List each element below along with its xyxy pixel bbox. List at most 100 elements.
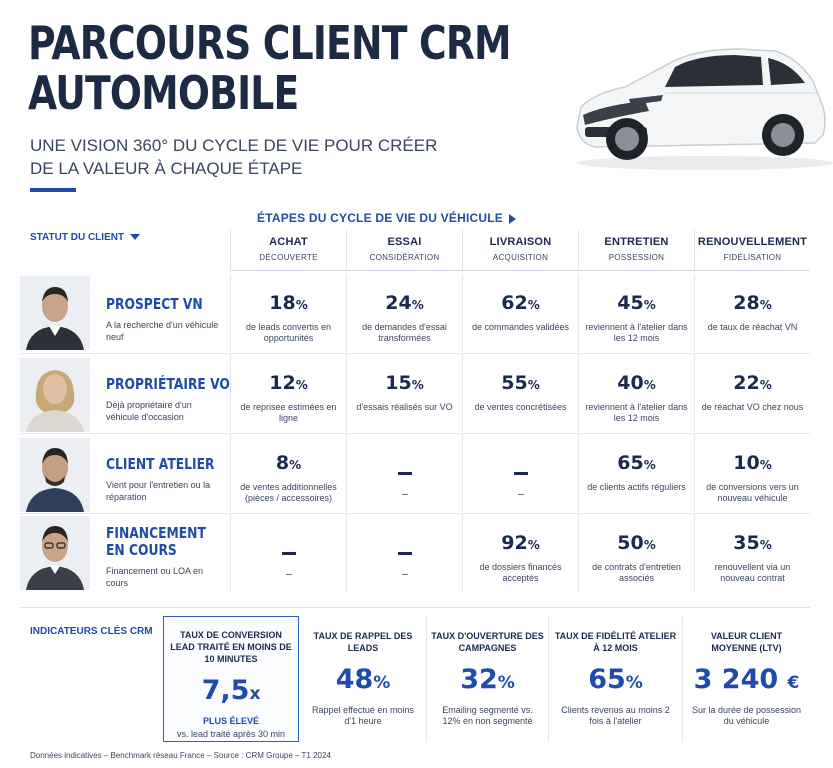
- metric-unit: %: [759, 458, 772, 472]
- metric-cell: 12% de reprisee estimées en ligne: [230, 354, 346, 432]
- stage-entretien: ENTRETIEN POSSESSION: [578, 230, 694, 270]
- kpi-value-wrap: 32%: [427, 664, 548, 699]
- kpi-unit: %: [625, 673, 643, 693]
- kpi-value-wrap: 65%: [549, 664, 682, 699]
- metric-value-wrap: 22%: [695, 372, 810, 396]
- stage-title: LIVRAISON: [489, 236, 552, 248]
- person-icon: [20, 516, 90, 590]
- metric-description: de ventes additionnelles (pièces / acces…: [240, 482, 337, 503]
- kpi-value: 32: [460, 664, 498, 695]
- metric-description: de dossiers financés acceptés: [479, 562, 562, 583]
- metric-value-wrap: 40%: [579, 372, 694, 396]
- kpi-value: 7,5: [201, 675, 250, 706]
- metric-unit: %: [289, 458, 302, 472]
- metric-unit: %: [411, 298, 424, 312]
- kpi-unit: €: [787, 673, 800, 693]
- metric-cell: 28% de taux de réachat VN: [694, 274, 810, 352]
- metric-unit: %: [759, 298, 772, 312]
- kpi-description: Clients revenus au moins 2 fois à l'atel…: [561, 705, 670, 726]
- metric-cell: 55% de ventes concrétisées: [462, 354, 578, 432]
- metric-description: de conversions vers un nouveau véhicule: [706, 482, 799, 503]
- metric-value: 35: [733, 532, 760, 554]
- metric-value: 10: [733, 452, 760, 474]
- kpi-ouverture: TAUX D'OUVERTURE DES CAMPAGNES 32% Email…: [426, 616, 548, 742]
- page-title: PARCOURS CLIENT CRM AUTOMOBILE: [28, 16, 512, 120]
- metric-value-wrap: 92%: [463, 532, 578, 556]
- row-divider: [20, 513, 810, 514]
- persona-financement: FINANCEMENT EN COURS Financement ou LOA e…: [106, 525, 206, 589]
- stage-renouvellement: RENOUVELLEMENT FIDÉLISATION: [694, 230, 810, 270]
- metric-value: 28: [733, 292, 760, 314]
- empty-dash-icon: [397, 552, 412, 555]
- status-header: STATUT DU CLIENT: [30, 232, 141, 243]
- status-header-label: STATUT DU CLIENT: [30, 232, 125, 243]
- person-icon: [20, 276, 90, 350]
- metric-value: 92: [501, 532, 528, 554]
- metric-cell: [346, 434, 462, 512]
- metric-value-wrap: 50%: [579, 532, 694, 556]
- stage-achat: ACHAT DÉCOUVERTE: [230, 230, 346, 270]
- accent-divider: [30, 188, 76, 192]
- metric-unit: %: [527, 378, 540, 392]
- metric-description: reviennent à l'atelier dans les 12 mois: [585, 322, 688, 343]
- metric-value: 8: [275, 452, 290, 474]
- title-line-2: AUTOMOBILE: [28, 66, 299, 120]
- stage-title: ACHAT: [269, 236, 308, 248]
- metric-cell: 22% de réachat VO chez nous: [694, 354, 810, 432]
- metric-unit: %: [295, 378, 308, 392]
- kpi-value-wrap: 7,5x: [164, 675, 298, 710]
- persona-name: FINANCEMENT EN COURS: [106, 524, 206, 559]
- metric-value: 62: [501, 292, 528, 314]
- header-divider: [230, 270, 810, 271]
- persona-proprietaire-vo: PROPRIÉTAIRE VO Déjà propriétaire d'un vé…: [106, 376, 230, 423]
- kpi-description: Rappel effectué en moins d'1 heure: [312, 705, 414, 726]
- metric-description: de leads convertis en opportunités: [245, 322, 332, 343]
- metric-description: de taux de réachat VN: [707, 322, 798, 332]
- empty-sub-dash-icon: [401, 574, 408, 575]
- stages-header-label: ÉTAPES DU CYCLE DE VIE DU VÉHICULE: [257, 211, 503, 225]
- metric-description: de contrats d'entretien associés: [592, 562, 681, 583]
- kpi-description: vs. lead traité après 30 min: [176, 729, 286, 739]
- metric-value-wrap: 18%: [231, 292, 346, 316]
- metric-value: 15: [385, 372, 412, 394]
- persona-name: PROSPECT VN: [106, 295, 203, 313]
- metric-description: de reprisee estimées en ligne: [240, 402, 337, 423]
- metric-cell: 10% de conversions vers un nouveau véhicu…: [694, 434, 810, 512]
- metric-value-wrap: 8%: [231, 452, 346, 476]
- metric-value: 50: [617, 532, 644, 554]
- stage-essai: ESSAI CONSIDÉRATION: [346, 230, 462, 270]
- metric-cell: 45% reviennent à l'atelier dans les 12 mo…: [578, 274, 694, 352]
- page-subtitle: UNE VISION 360° DU CYCLE DE VIE POUR CRÉ…: [30, 136, 438, 178]
- stage-subtitle: POSSESSION: [608, 253, 665, 262]
- car-image: [576, 48, 833, 170]
- metric-value-wrap: 24%: [347, 292, 462, 316]
- stage-subtitle: CONSIDÉRATION: [369, 253, 440, 262]
- kpi-value: 3 240: [693, 664, 779, 695]
- metric-cell: 40% reviennent à l'atelier dans les 12 mo…: [578, 354, 694, 432]
- metric-cell: [462, 434, 578, 512]
- metric-unit: %: [643, 378, 656, 392]
- kpi-title: TAUX DE FIDÉLITÉ ATELIER À 12 MOIS: [554, 631, 677, 653]
- footer-note: Données indicatives – Benchmark réseau F…: [30, 751, 331, 760]
- persona-description: Déjà propriétaire d'un véhicule d'occasi…: [106, 400, 192, 422]
- kpi-unit: x: [249, 684, 261, 704]
- title-line-1: PARCOURS CLIENT CRM: [28, 16, 512, 70]
- kpi-divider: [20, 607, 810, 608]
- metric-value-wrap: 35%: [695, 532, 810, 556]
- person-icon: [20, 438, 90, 512]
- kpi-description: Sur la durée de possession du véhicule: [691, 705, 802, 726]
- avatar-prospect-vn: [20, 276, 90, 350]
- persona-description: Vient pour l'entretien ou la réparation: [106, 480, 211, 502]
- empty-dash-icon: [281, 552, 296, 555]
- kpi-value-wrap: 48%: [300, 664, 426, 699]
- stage-title: ESSAI: [387, 236, 422, 248]
- metric-description: renouvellent via un nouveau contrat: [714, 562, 791, 583]
- metric-value-wrap: 45%: [579, 292, 694, 316]
- metric-description: de clients actifs réguliers: [587, 482, 686, 492]
- metric-description: de demandes d'essai transformées: [362, 322, 447, 343]
- kpi-unit: %: [373, 673, 391, 693]
- arrow-right-icon: [508, 213, 516, 224]
- avatar-proprietaire-vo: [20, 358, 90, 432]
- metric-cell: 18% de leads convertis en opportunités: [230, 274, 346, 352]
- kpi-value: 48: [335, 664, 374, 695]
